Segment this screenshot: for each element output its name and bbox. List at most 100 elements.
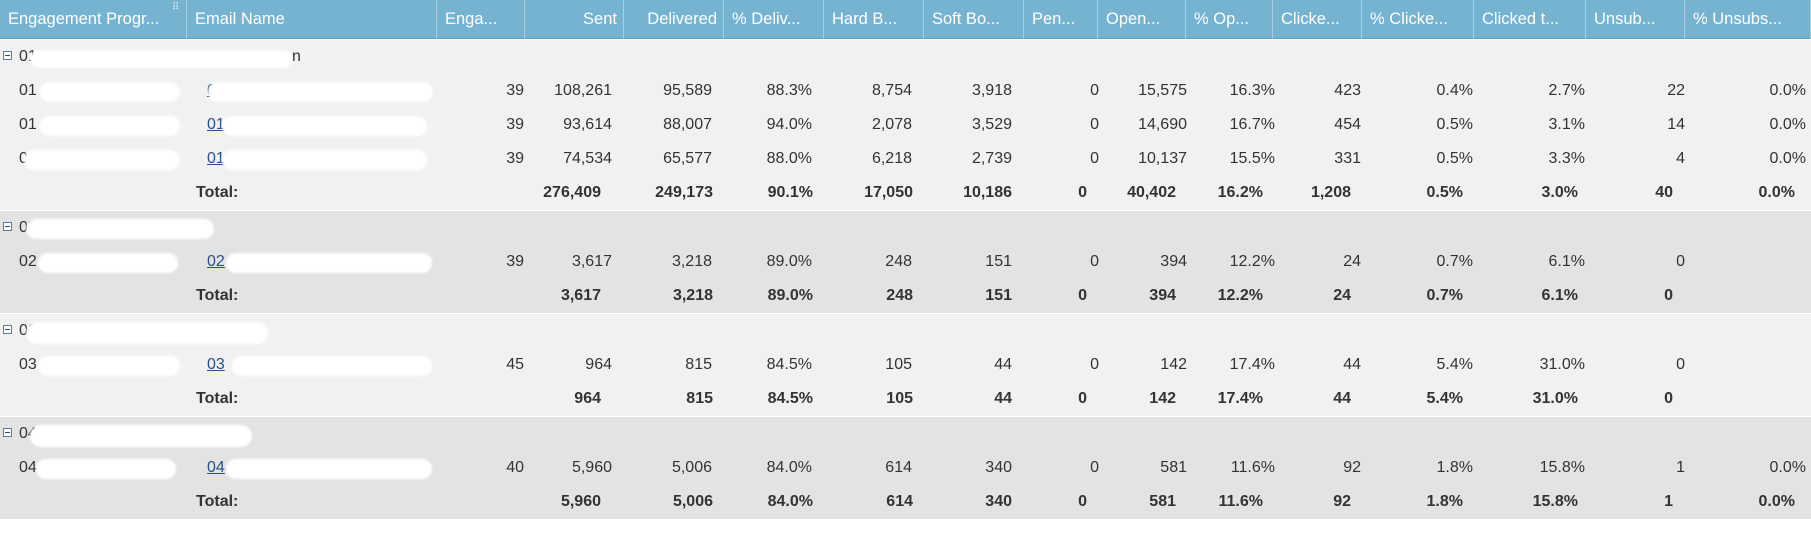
cell-eng: 39: [506, 116, 524, 133]
column-header-email[interactable]: Email Name: [187, 0, 437, 39]
column-header-opened[interactable]: Open...: [1098, 0, 1186, 39]
column-header-pct-opened[interactable]: % Op...: [1186, 0, 1273, 39]
redaction-mask: [226, 253, 432, 273]
cell-pct-opened: 16.7%: [1229, 116, 1275, 133]
total-soft: 340: [985, 493, 1012, 510]
column-header-clicked[interactable]: Clicke...: [1273, 0, 1362, 39]
table-row[interactable]: 04 04 40 5,960 5,006 84.0% 614 340 0 581 11.6% 92 1.…: [0, 451, 1811, 485]
cell-clicked: 423: [1334, 82, 1361, 99]
table-row[interactable]: 01 01 39 93,614 88,007 94.0% 2,078 3,529 0 14,690…: [0, 108, 1811, 142]
cell-pct-unsub: 0.0%: [1769, 150, 1806, 167]
table-row[interactable]: 0 01 39 74,534 65,577 88.0% 6,218 2,739 0 10,137 1…: [0, 142, 1811, 176]
filter-icon[interactable]: ⠿: [172, 2, 180, 13]
column-header-hard[interactable]: Hard B...: [824, 0, 924, 39]
cell-hard: 2,078: [871, 116, 912, 133]
cell-soft: 3,529: [971, 116, 1012, 133]
program-name-cell: 01: [19, 116, 37, 133]
program-name-cell: 01: [19, 82, 37, 99]
email-name-link[interactable]: 04: [207, 459, 225, 476]
redaction-mask: [40, 82, 180, 102]
total-hard: 105: [886, 390, 913, 407]
column-header-clicked-to[interactable]: Clicked t...: [1474, 0, 1586, 39]
cell-clicked: 24: [1343, 253, 1361, 270]
redaction-mask: [30, 425, 252, 447]
collapse-minus-icon[interactable]: [3, 222, 12, 231]
cell-pct-unsub: [1716, 245, 1806, 279]
total-pct-clicked: 0.7%: [1426, 287, 1463, 304]
cell-pct-clicked: 0.5%: [1436, 150, 1473, 167]
redaction-mask: [222, 116, 427, 136]
cell-pending: 0: [1090, 356, 1099, 373]
collapse-minus-icon[interactable]: [3, 325, 12, 334]
column-header-pct-clicked[interactable]: % Clicke...: [1362, 0, 1474, 39]
collapse-minus-icon[interactable]: [3, 428, 12, 437]
total-pct-clicked: 1.8%: [1426, 493, 1463, 510]
total-clicked-to: 31.0%: [1532, 390, 1578, 407]
total-label: Total:: [196, 287, 239, 304]
column-header-unsub[interactable]: Unsub...: [1586, 0, 1685, 39]
column-header-program[interactable]: Engagement Progr...: [0, 0, 187, 39]
cell-delivered: 3,218: [671, 253, 712, 270]
redaction-mask: [24, 150, 180, 170]
cell-eng: 39: [506, 253, 524, 270]
cell-clicked: 331: [1334, 150, 1361, 167]
group-header[interactable]: 04Dir Acha ittac n: [0, 417, 1811, 451]
total-sent: 3,617: [560, 287, 601, 304]
total-delivered: 3,218: [672, 287, 713, 304]
group-header[interactable]: 01 n: [0, 40, 1811, 74]
cell-clicked-to: 2.7%: [1548, 82, 1585, 99]
total-pct-opened: 12.2%: [1217, 287, 1263, 304]
email-name-link[interactable]: 01: [207, 150, 225, 167]
cell-soft: 340: [985, 459, 1012, 476]
total-opened: 394: [1149, 287, 1176, 304]
total-pct-unsub: [1705, 382, 1795, 416]
email-name-link[interactable]: 02: [207, 253, 225, 270]
table-row[interactable]: 02 02 39 3,617 3,218 89.0% 248 151 0 394 12.2% 24 0.…: [0, 245, 1811, 279]
email-name-link[interactable]: 03: [207, 356, 225, 373]
column-header-pct-unsub[interactable]: % Unsubs...: [1685, 0, 1811, 39]
total-pct-delivered: 90.1%: [767, 184, 813, 201]
redaction-mask: [26, 322, 268, 344]
column-header-eng[interactable]: Enga...: [437, 0, 525, 39]
column-header-pct-delivered[interactable]: % Deliv...: [724, 0, 824, 39]
group-header[interactable]: 02: [0, 211, 1811, 245]
cell-sent: 3,617: [571, 253, 612, 270]
cell-pct-clicked: 0.7%: [1436, 253, 1473, 270]
cell-pct-delivered: 84.0%: [766, 459, 812, 476]
cell-clicked-to: 15.8%: [1539, 459, 1585, 476]
cell-pct-clicked: 0.4%: [1436, 82, 1473, 99]
cell-pct-unsub: 0.0%: [1769, 459, 1806, 476]
cell-soft: 151: [985, 253, 1012, 270]
cell-delivered: 5,006: [671, 459, 712, 476]
total-pct-opened: 16.2%: [1217, 184, 1263, 201]
group-band: 03 03 03 45 964 815 84.5% 105 44 0 142 17.4% 44 5.4% 3…: [0, 314, 1811, 416]
total-clicked-to: 6.1%: [1541, 287, 1578, 304]
table-row[interactable]: 03 03 45 964 815 84.5% 105 44 0 142 17.4% 44 5.4% 31.…: [0, 348, 1811, 382]
cell-pct-unsub: [1716, 348, 1806, 382]
total-sent: 276,409: [543, 184, 601, 201]
cell-pct-unsub: 0.0%: [1769, 82, 1806, 99]
total-hard: 614: [886, 493, 913, 510]
cell-pending: 0: [1090, 150, 1099, 167]
redaction-mask: [222, 150, 427, 170]
group-band: 02 02 02 39 3,617 3,218 89.0% 248 151 0 394 12.2% 24…: [0, 211, 1811, 313]
collapse-minus-icon[interactable]: [3, 51, 12, 60]
group-header[interactable]: 03: [0, 314, 1811, 348]
cell-opened: 581: [1160, 459, 1187, 476]
cell-sent: 964: [585, 356, 612, 373]
total-pending: 0: [1078, 184, 1087, 201]
email-name-link[interactable]: 01: [207, 116, 225, 133]
cell-clicked: 454: [1334, 116, 1361, 133]
total-unsub: 0: [1664, 287, 1673, 304]
column-header-sent[interactable]: Sent: [525, 0, 624, 39]
table-row[interactable]: 010139108,26195,58988.3%8,7543,918015,57…: [0, 74, 1811, 108]
cell-opened: 15,575: [1138, 82, 1187, 99]
column-header-soft[interactable]: Soft Bo...: [924, 0, 1024, 39]
column-header-pending[interactable]: Pen...: [1024, 0, 1098, 39]
cell-pct-opened: 15.5%: [1229, 150, 1275, 167]
total-label: Total:: [196, 390, 239, 407]
column-header-delivered[interactable]: Delivered: [624, 0, 724, 39]
redaction-mask: [226, 459, 432, 479]
cell-pct-unsub: 0.0%: [1769, 116, 1806, 133]
